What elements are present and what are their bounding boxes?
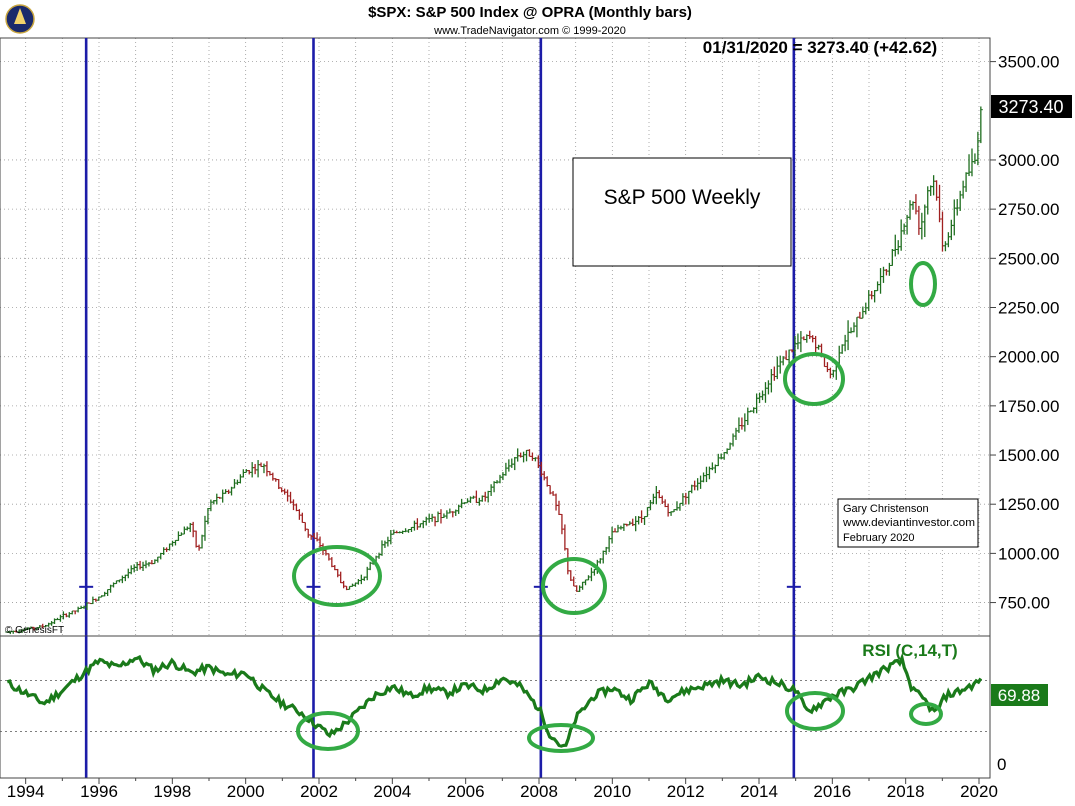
x-tick-label: 2010 <box>593 782 631 801</box>
x-tick-label: 2020 <box>960 782 998 801</box>
highlight-circle-2015 <box>783 352 845 406</box>
weekly-label-text: S&P 500 Weekly <box>604 186 761 209</box>
rsi-last-value: 69.88 <box>998 686 1041 705</box>
x-tick-label: 2000 <box>227 782 265 801</box>
x-tick-label: 2006 <box>447 782 485 801</box>
highlight-circle-2018 <box>909 261 937 307</box>
y-tick-label: 2500.00 <box>998 249 1059 268</box>
rsi-circle-2002 <box>296 711 360 751</box>
last-price-badge: 3273.40 <box>991 95 1072 118</box>
trade-navigator-logo-icon <box>5 4 35 34</box>
author-note-site: www.deviantinvestor.com <box>842 517 975 529</box>
y-tick-label: 1250.00 <box>998 495 1059 514</box>
author-note-box: Gary Christenson www.deviantinvestor.com… <box>837 498 979 548</box>
price-panel-grid <box>0 38 990 636</box>
x-tick-label: 1998 <box>153 782 191 801</box>
rsi-cycle-lines <box>84 636 796 778</box>
time-axis: 1994 1996 1998 2000 2002 2004 2006 2008 2010 2012… <box>0 777 998 801</box>
y-tick-label: 3500.00 <box>998 53 1059 72</box>
x-tick-label: 2016 <box>813 782 851 801</box>
weekly-label-box: S&P 500 Weekly <box>572 157 792 267</box>
price-highlight-circles <box>292 261 937 615</box>
cycle-lines <box>79 38 801 636</box>
rsi-circle-2018 <box>909 702 943 726</box>
x-tick-label: 2002 <box>300 782 338 801</box>
x-tick-label: 2004 <box>373 782 411 801</box>
chart-title: $SPX: S&P 500 Index @ OPRA (Monthly bars… <box>368 4 692 21</box>
price-axis: 750.00 1000.00 1250.00 1500.00 1750.00 2000.0… <box>990 53 1059 613</box>
author-note-date: February 2020 <box>843 532 915 544</box>
x-tick-label: 2018 <box>887 782 925 801</box>
chart-source: www.TradeNavigator.com © 1999-2020 <box>433 25 626 37</box>
y-tick-label: 1750.00 <box>998 397 1059 416</box>
y-tick-label: 1500.00 <box>998 446 1059 465</box>
rsi-axis-zero-label: 0 <box>997 755 1006 774</box>
author-note-name: Gary Christenson <box>843 503 929 515</box>
y-tick-label: 1000.00 <box>998 544 1059 563</box>
x-tick-label: 2008 <box>520 782 558 801</box>
y-tick-label: 3000.00 <box>998 151 1059 170</box>
rsi-circle-2008 <box>527 723 595 753</box>
last-price-value: 3273.40 <box>998 97 1063 117</box>
y-tick-label: 750.00 <box>998 594 1050 613</box>
x-tick-label: 2014 <box>740 782 778 801</box>
highlight-circle-2008 <box>541 557 607 615</box>
rsi-circle-2015 <box>785 691 845 731</box>
x-tick-label: 1994 <box>7 782 45 801</box>
y-tick-label: 2750.00 <box>998 200 1059 219</box>
rsi-value-badge: 69.88 <box>991 684 1048 706</box>
highlight-circle-2002 <box>292 545 382 607</box>
x-tick-label: 1996 <box>80 782 118 801</box>
x-tick-label: 2012 <box>667 782 705 801</box>
price-series <box>5 106 983 635</box>
y-tick-label: 2250.00 <box>998 298 1059 317</box>
rsi-series-line <box>6 652 983 748</box>
last-bar-readout: 01/31/2020 = 3273.40 (+42.62) <box>703 38 937 57</box>
rsi-title: RSI (C,14,T) <box>862 641 957 660</box>
rsi-highlight-circles <box>296 691 943 753</box>
copyright-label: © GenesisFT <box>5 625 64 636</box>
y-tick-label: 2000.00 <box>998 348 1059 367</box>
